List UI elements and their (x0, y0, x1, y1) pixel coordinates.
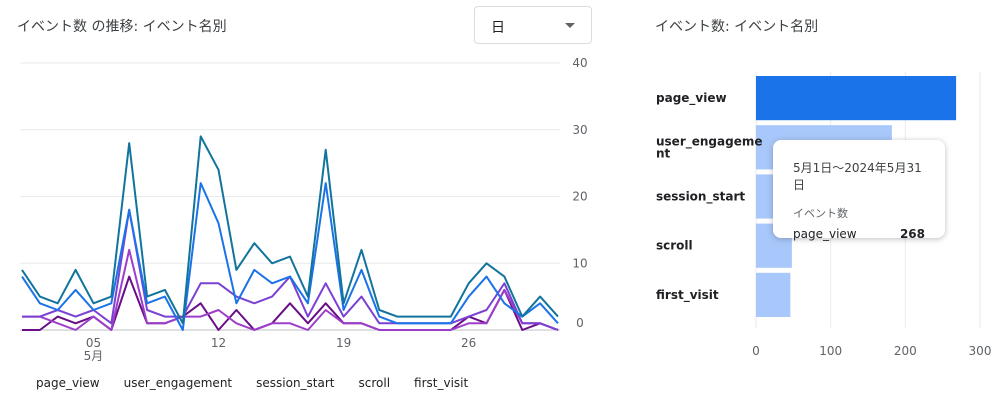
legend-item-user_engagement[interactable]: user_engagement (123, 376, 233, 390)
y-tick-label: 20 (572, 190, 587, 204)
tooltip-date-range: 5月1日～2024年5月31日 (793, 161, 922, 192)
category-label-first_visit: first_visit (656, 288, 719, 303)
bar-tooltip: 5月1日～2024年5月31日 イベント数 page_view 268 (773, 140, 945, 241)
y-tick-label: 0 (576, 316, 584, 330)
legend-item-session_start[interactable]: session_start (256, 376, 335, 390)
tooltip-metric: イベント数 (793, 207, 848, 220)
legend-item-page_view[interactable]: page_view (36, 376, 100, 390)
category-label-scroll: scroll (656, 239, 693, 253)
legend-item-first_visit[interactable]: first_visit (414, 376, 469, 390)
line-chart-title: イベント数 の推移: イベント名別 (17, 19, 227, 35)
dropdown-caret-icon (565, 23, 575, 28)
series-line-user_engagement (21, 182, 559, 331)
x-tick-label: 100 (819, 344, 842, 358)
series-line-page_view (21, 135, 559, 325)
x-tick-sublabel: 5月 (84, 349, 104, 363)
line-chart-legend: page_view user_engagement session_start scr… (36, 376, 468, 390)
series-line-scroll (22, 248, 559, 331)
period-dropdown-value: 日 (491, 20, 505, 36)
period-dropdown[interactable]: 日 (474, 6, 592, 44)
y-tick-label: 30 (572, 123, 587, 137)
x-tick-label: 300 (969, 344, 992, 358)
x-tick-label: 05 (86, 336, 101, 350)
category-label-user_engagement: nt (656, 146, 671, 160)
tooltip-label: page_view (793, 227, 857, 241)
x-tick-label: 26 (461, 336, 476, 350)
x-tick-label: 19 (336, 336, 351, 350)
bar-chart-title: イベント数: イベント名別 (655, 19, 819, 35)
x-tick-label: 0 (752, 344, 760, 358)
category-label-page_view: page_view (656, 91, 727, 106)
category-label-user_engagement: user_engageme (656, 134, 762, 149)
x-tick-label: 200 (894, 344, 917, 358)
category-label-session_start: session_start (656, 190, 745, 205)
legend-item-scroll[interactable]: scroll (358, 376, 391, 390)
tooltip-value: 268 (899, 227, 925, 241)
x-tick-label: 12 (211, 336, 226, 350)
bar-page_view (756, 76, 957, 121)
bar-first_visit (756, 272, 791, 317)
y-tick-label: 40 (572, 56, 587, 70)
y-tick-label: 10 (572, 256, 587, 270)
